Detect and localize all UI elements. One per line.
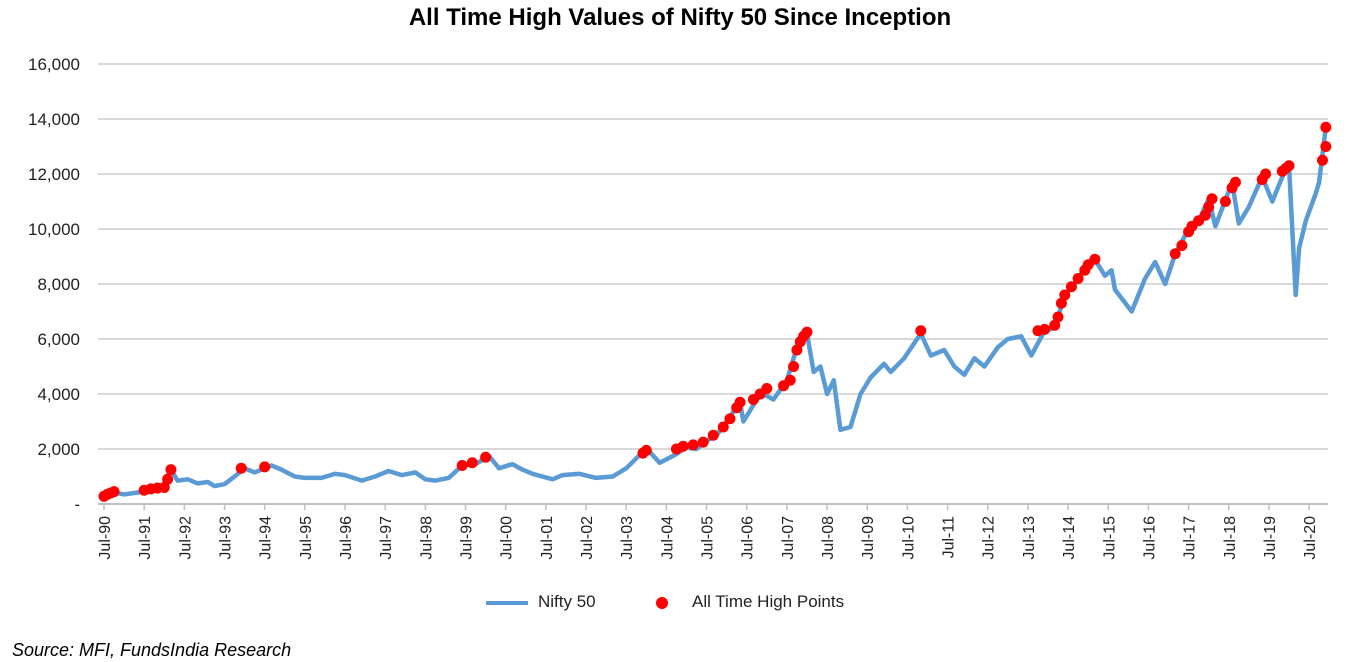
all-time-high-point [108, 486, 120, 498]
source-note: Source: MFI, FundsIndia Research [12, 640, 292, 660]
chart-svg: - 2,000 4,000 6,000 8,000 10,000 12,000 14,000 1… [28, 55, 1332, 560]
all-time-high-point [456, 460, 468, 471]
x-tick-label: Jul-01 [539, 516, 556, 560]
x-tick-label: Jul-95 [298, 516, 315, 560]
x-tick-label: Jul-02 [579, 516, 596, 560]
all-time-high-point [717, 421, 729, 433]
x-tick-label: Jul-97 [378, 516, 395, 560]
all-time-high-point [466, 457, 478, 469]
all-time-high-point [784, 374, 796, 386]
x-tick-label: Jul-20 [1302, 516, 1319, 560]
x-tick-label: Jul-99 [459, 516, 476, 560]
y-tick-label: - [74, 495, 80, 514]
all-time-high-point [1260, 168, 1272, 180]
x-tick-label: Jul-11 [941, 516, 958, 558]
all-time-high-point [801, 326, 813, 338]
y-tick-label: 12,000 [28, 165, 80, 184]
all-time-high-point [1229, 176, 1241, 188]
all-time-high-point [162, 473, 174, 485]
x-tick-label: Jul-92 [177, 516, 194, 560]
chart-title: All Time High Values of Nifty 50 Since I… [408, 4, 952, 31]
all-time-high-point [788, 361, 800, 372]
y-tick-label: 8,000 [37, 275, 80, 294]
legend-item-nifty: Nifty 50 [486, 592, 596, 612]
x-tick-label: Jul-06 [740, 516, 757, 560]
all-time-high-point [1059, 289, 1071, 301]
x-tick-label: Jul-10 [900, 516, 917, 560]
all-time-high-point [1320, 121, 1332, 133]
x-tick-label: Jul-18 [1222, 516, 1239, 560]
all-time-high-point [724, 413, 736, 425]
all-time-high-point [734, 396, 746, 408]
nifty-50-line [103, 127, 1329, 499]
all-time-high-point [1065, 281, 1077, 293]
all-time-high-point [915, 325, 927, 337]
x-tick-label: Jul-93 [218, 516, 235, 560]
legend-item-ath: All Time High Points [656, 592, 844, 612]
all-time-high-point [1219, 196, 1231, 207]
x-tick-label: Jul-09 [860, 516, 877, 560]
y-tick-label: 16,000 [28, 55, 80, 74]
all-time-high-point [707, 429, 719, 441]
all-time-high-point [687, 439, 699, 451]
all-time-high-point [1206, 193, 1218, 205]
x-tick-label: Jul-90 [97, 516, 114, 560]
y-tick-label: 4,000 [37, 385, 80, 404]
x-tick-label: Jul-17 [1182, 516, 1199, 560]
all-time-high-point [158, 482, 170, 493]
legend-dot-swatch [656, 596, 668, 609]
all-time-high-point [1320, 141, 1332, 152]
x-tick-label: Jul-05 [700, 516, 717, 560]
all-time-high-point [1055, 297, 1067, 309]
all-time-high-point [1052, 311, 1064, 323]
x-tick-label: Jul-15 [1101, 516, 1118, 560]
x-tick-label: Jul-19 [1262, 516, 1279, 560]
x-tick-label: Jul-03 [619, 516, 636, 560]
x-tick-label: Jul-96 [338, 516, 355, 560]
all-time-high-point [1169, 248, 1181, 260]
x-tick-label: Jul-07 [780, 516, 797, 560]
all-time-high-point [1176, 240, 1188, 251]
all-time-high-point [791, 344, 803, 356]
x-tick-label: Jul-16 [1141, 516, 1158, 560]
all-time-high-point [165, 464, 177, 476]
all-time-high-point [235, 462, 247, 474]
all-time-high-point [1072, 273, 1084, 284]
legend-line-swatch [486, 600, 528, 605]
all-time-high-point [761, 383, 773, 394]
x-tick-label: Jul-08 [820, 516, 837, 560]
x-tick-label: Jul-91 [137, 516, 154, 560]
y-tick-label: 14,000 [28, 110, 80, 129]
all-time-high-point [1283, 160, 1295, 172]
all-time-high-point [677, 440, 689, 452]
x-tick-label: Jul-00 [499, 516, 516, 560]
all-time-high-point [1199, 209, 1211, 221]
all-time-high-point [1316, 154, 1328, 166]
all-time-high-point [1203, 201, 1215, 213]
all-time-high-point [1049, 319, 1061, 331]
legend-label-ath: All Time High Points [692, 592, 845, 611]
all-time-high-point [640, 444, 652, 456]
y-tick-label: 10,000 [28, 220, 80, 239]
legend-label-nifty: Nifty 50 [538, 592, 596, 611]
all-time-high-point [697, 436, 709, 448]
y-tick-label: 6,000 [37, 330, 80, 349]
x-tick-label: Jul-13 [1021, 516, 1038, 560]
x-tick-label: Jul-14 [1061, 516, 1078, 560]
x-tick-label: Jul-94 [258, 516, 275, 560]
all-time-high-point [1039, 323, 1051, 335]
x-tick-label: Jul-04 [659, 516, 676, 560]
all-time-high-point [480, 451, 492, 463]
all-time-high-point [259, 461, 271, 473]
x-tick-label: Jul-12 [981, 516, 998, 560]
all-time-high-point [1089, 253, 1101, 265]
y-tick-label: 2,000 [37, 440, 80, 459]
x-tick-label: Jul-98 [418, 516, 435, 560]
